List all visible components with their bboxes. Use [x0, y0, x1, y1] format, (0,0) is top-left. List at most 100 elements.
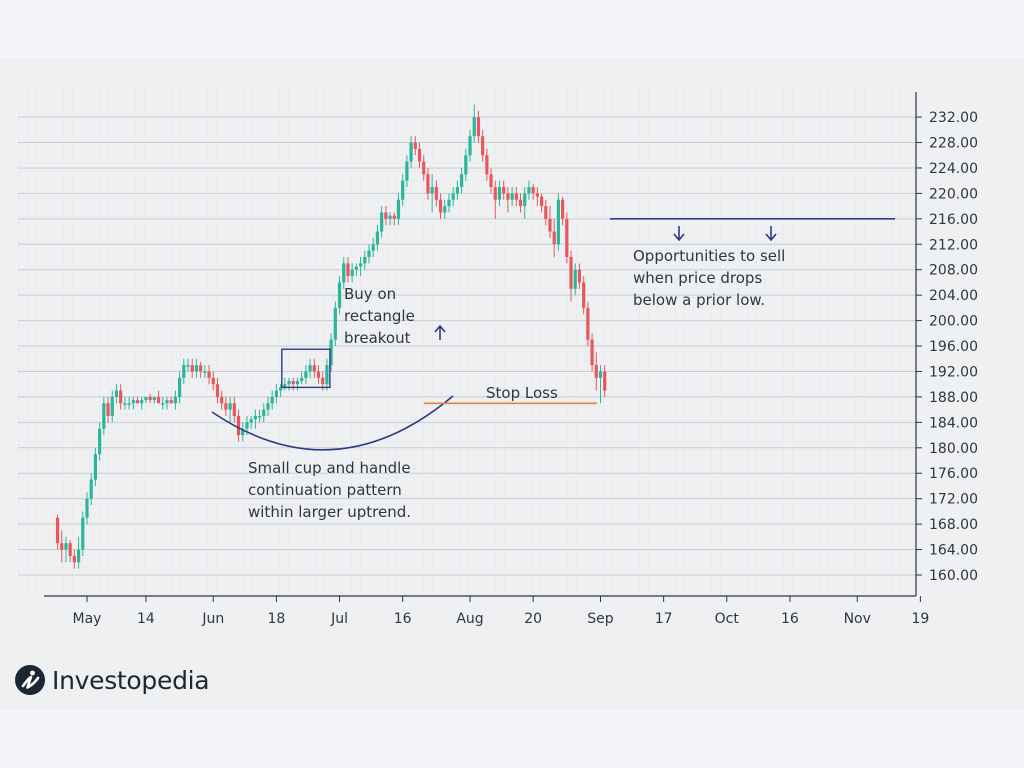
candle: [64, 536, 68, 563]
candle: [577, 263, 582, 289]
brand-name: Investopedia: [52, 665, 210, 695]
x-tick-label: 18: [267, 611, 285, 627]
candle: [590, 333, 594, 372]
x-tick-label: 17: [655, 611, 673, 627]
candle: [262, 403, 266, 423]
y-tick-labels: 160.00 164.00 168.00 172.00 176.00 180.00 184.…: [916, 110, 978, 584]
candle: [476, 110, 481, 143]
y-tick-label: 204.00: [929, 288, 978, 304]
candle: [392, 212, 396, 226]
candle: [337, 276, 342, 315]
candle: [182, 358, 186, 385]
y-tick-label: 220.00: [929, 186, 978, 202]
candle: [308, 358, 312, 378]
candle: [291, 377, 295, 391]
x-tick-label: 16: [394, 611, 412, 627]
candle: [249, 416, 253, 429]
candle: [89, 473, 93, 506]
candle: [241, 422, 245, 442]
candle: [161, 396, 165, 410]
candle: [81, 511, 85, 556]
candle: [140, 396, 144, 410]
candle: [274, 384, 279, 404]
breakout-rectangle: [281, 348, 331, 389]
candle: [186, 358, 190, 372]
candle: [236, 409, 241, 442]
sell-note-line-3: below a prior low.: [633, 291, 765, 309]
x-tick-label: Jul: [330, 611, 348, 627]
gridlines: [18, 116, 916, 576]
candle: [76, 536, 81, 569]
y-tick-label: 224.00: [929, 161, 978, 177]
x-tick-label: May: [73, 611, 102, 627]
candle: [152, 396, 156, 404]
candle: [485, 148, 489, 181]
candle: [569, 250, 573, 302]
buy-note-line-2: rectangle: [344, 307, 415, 325]
candle: [371, 237, 375, 257]
y-tick-label: 192.00: [929, 364, 978, 380]
candle: [535, 187, 539, 207]
buy-note-line-1: Buy on: [344, 285, 396, 303]
candle: [384, 206, 388, 226]
candle: [325, 358, 329, 391]
candle: [544, 199, 548, 226]
candle: [173, 390, 177, 410]
candle: [443, 199, 447, 219]
x-tick-label: Sep: [587, 611, 614, 627]
candle: [215, 377, 220, 404]
candle: [102, 396, 106, 436]
y-tick-label: 188.00: [929, 390, 978, 406]
candle: [177, 371, 182, 404]
candle: [283, 377, 287, 391]
candle: [279, 384, 283, 397]
candle: [489, 167, 493, 194]
candle: [405, 155, 409, 188]
y-tick-label: 196.00: [929, 339, 978, 355]
candle: [148, 393, 152, 404]
y-tick-label: 168.00: [929, 517, 978, 533]
x-tick-labels: May 14 Jun 18 Jul 16 Aug 20 Sep 17 Oct 16 Nov 19: [73, 596, 929, 627]
candle: [464, 148, 468, 181]
candle: [207, 365, 211, 385]
candle: [573, 263, 577, 296]
up-arrow-icon: [434, 324, 446, 340]
candle: [388, 212, 392, 226]
candle: [451, 187, 455, 207]
cup-curve: [211, 395, 454, 451]
candle: [144, 396, 148, 404]
candle: [169, 396, 173, 404]
candle: [106, 396, 110, 423]
candle: [493, 180, 497, 219]
candles: [55, 104, 607, 569]
candle: [552, 218, 556, 257]
candle: [194, 358, 199, 378]
y-tick-label: 180.00: [929, 441, 978, 457]
candle: [413, 136, 417, 156]
candle: [460, 167, 464, 194]
candle: [85, 492, 89, 525]
candle: [232, 396, 236, 423]
candle: [481, 129, 485, 162]
candle: [396, 193, 401, 226]
y-tick-label: 200.00: [929, 314, 978, 330]
candle: [363, 250, 367, 270]
candle: [156, 390, 161, 404]
candle: [409, 136, 413, 168]
down-arrow-icon: [765, 226, 777, 242]
candle: [438, 193, 443, 219]
x-tick-label: Oct: [715, 611, 740, 627]
y-tick-label: 228.00: [929, 136, 978, 152]
candle: [582, 276, 586, 315]
y-tick-label: 164.00: [929, 543, 978, 559]
y-tick-label: 160.00: [929, 568, 978, 584]
candle: [114, 384, 119, 404]
candle: [257, 409, 262, 423]
x-tick-label: 14: [137, 611, 155, 627]
candle: [68, 540, 72, 563]
candle: [295, 377, 300, 391]
candle: [342, 257, 346, 289]
candle: [506, 187, 510, 213]
